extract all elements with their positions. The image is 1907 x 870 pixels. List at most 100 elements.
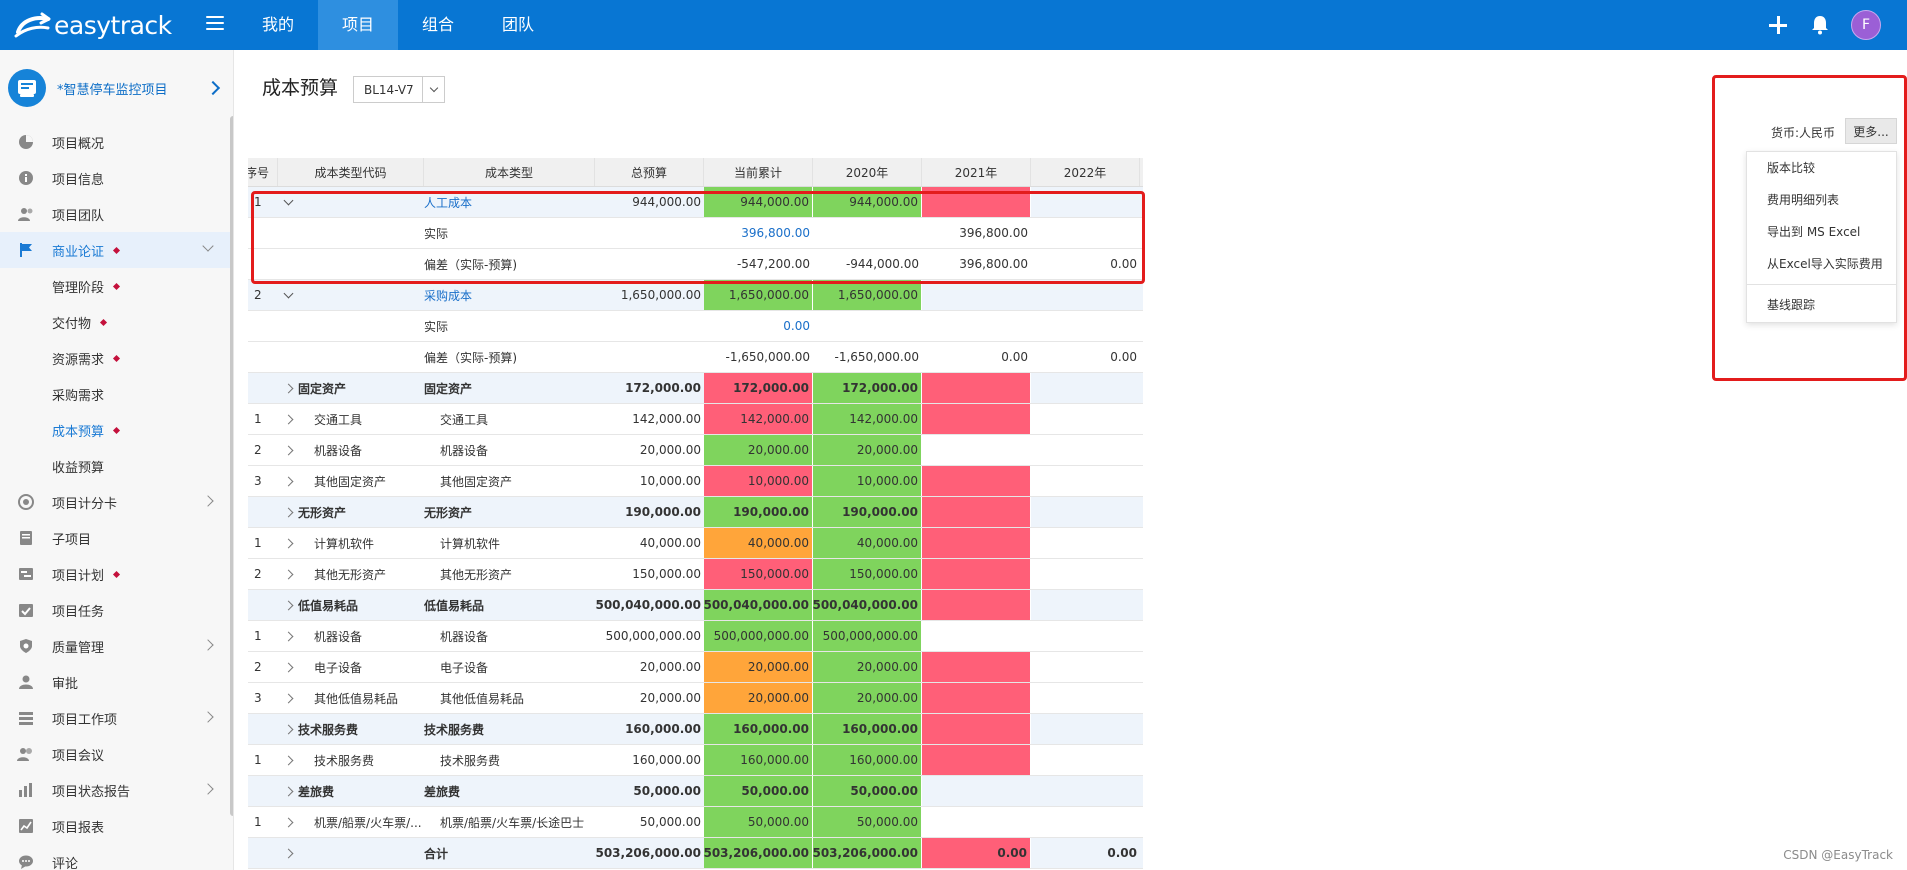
chevron-right-icon[interactable] xyxy=(278,466,298,496)
sidebar-item-1[interactable]: 项目信息 xyxy=(0,160,233,196)
chevron-down-icon[interactable] xyxy=(278,187,298,217)
header-current[interactable]: 当前累计 xyxy=(704,158,813,186)
table-row[interactable]: 3 其他固定资产 其他固定资产 10,000.00 10,000.00 10,000.00 xyxy=(248,466,1143,497)
row-type: 其他低值易耗品 xyxy=(440,691,525,706)
version-select[interactable]: BL14-V7 xyxy=(353,76,445,103)
row-type[interactable]: 采购成本 xyxy=(424,288,473,303)
row-2020: -1,650,000.00 xyxy=(834,350,920,364)
project-selector[interactable]: *智慧停车监控项目 xyxy=(8,68,226,108)
chevron-right-icon[interactable] xyxy=(278,807,298,837)
table-row[interactable]: 合计 503,206,000.00 503,206,000.00 503,206,00… xyxy=(248,838,1143,869)
header-2020[interactable]: 2020年 xyxy=(813,158,922,186)
header-type[interactable]: 成本类型 xyxy=(424,158,595,186)
sidebar-item-15[interactable]: 审批 xyxy=(0,664,233,700)
menu-item-import-actual-cost[interactable]: 从Excel导入实际费用 xyxy=(1767,257,1883,271)
brand[interactable]: easytrack xyxy=(12,8,172,42)
table-row[interactable]: 无形资产 无形资产 190,000.00 190,000.00 190,000.00 xyxy=(248,497,1143,528)
sidebar-item-19[interactable]: 项目报表 xyxy=(0,808,233,844)
chevron-right-icon[interactable] xyxy=(278,683,298,713)
sidebar-item-11[interactable]: 子项目 xyxy=(0,520,233,556)
sidebar-item-12[interactable]: 项目计划 xyxy=(0,556,233,592)
header-2021[interactable]: 2021年 xyxy=(922,158,1031,186)
sidebar-item-5[interactable]: 交付物 xyxy=(0,304,233,340)
menu-item-export-excel[interactable]: 导出到 MS Excel xyxy=(1767,225,1861,239)
sidebar-item-16[interactable]: 项目工作项 xyxy=(0,700,233,736)
table-row[interactable]: 2 其他无形资产 其他无形资产 150,000.00 150,000.00 150,000… xyxy=(248,559,1143,590)
header-total[interactable]: 总预算 xyxy=(595,158,704,186)
chevron-right-icon[interactable] xyxy=(202,495,214,507)
chevron-right-icon[interactable] xyxy=(278,621,298,651)
chevron-right-icon[interactable] xyxy=(278,590,298,620)
chevron-right-icon[interactable] xyxy=(278,838,298,868)
row-type: 实际 xyxy=(424,226,449,241)
sidebar-item-20[interactable]: 评论 xyxy=(0,844,233,870)
table-row[interactable]: 实际 0.00 xyxy=(248,311,1143,342)
chevron-right-icon[interactable] xyxy=(278,714,298,744)
chevron-right-icon[interactable] xyxy=(278,745,298,775)
table-row[interactable]: 1 计算机软件 计算机软件 40,000.00 40,000.00 40,000.00 xyxy=(248,528,1143,559)
chevron-right-icon[interactable] xyxy=(278,528,298,558)
sidebar-item-10[interactable]: 项目计分卡 xyxy=(0,484,233,520)
row-type[interactable]: 人工成本 xyxy=(424,195,473,210)
table-row[interactable]: 1 人工成本 944,000.00 944,000.00 944,000.00 xyxy=(248,187,1143,218)
table-row[interactable]: 2 电子设备 电子设备 20,000.00 20,000.00 20,000.00 xyxy=(248,652,1143,683)
sidebar-item-18[interactable]: 项目状态报告 xyxy=(0,772,233,808)
sidebar-item-8[interactable]: 成本预算 xyxy=(0,412,233,448)
sidebar-item-13[interactable]: 项目任务 xyxy=(0,592,233,628)
chevron-right-icon[interactable] xyxy=(202,711,214,723)
sidebar-item-3[interactable]: 商业论证 xyxy=(0,232,233,268)
user-avatar[interactable]: F xyxy=(1851,10,1881,40)
info-icon xyxy=(17,169,35,187)
sidebar-scrollbar[interactable] xyxy=(230,116,233,816)
table-row[interactable]: 1 技术服务费 技术服务费 160,000.00 160,000.00 160,000.0… xyxy=(248,745,1143,776)
chevron-right-icon[interactable] xyxy=(278,497,298,527)
table-row[interactable]: 低值易耗品 低值易耗品 500,040,000.00 500,040,000.00 50… xyxy=(248,590,1143,621)
menu-item-cost-detail-list[interactable]: 费用明细列表 xyxy=(1767,193,1840,207)
chevron-right-icon[interactable] xyxy=(202,783,214,795)
sidebar-item-17[interactable]: 项目会议 xyxy=(0,736,233,772)
sidebar-item-0[interactable]: 项目概况 xyxy=(0,124,233,160)
table-row[interactable]: 1 机票/船票/火车票/... 机票/船票/火车票/长途巴士 50,000.00 50,… xyxy=(248,807,1143,838)
table-row[interactable]: 2 机器设备 机器设备 20,000.00 20,000.00 20,000.00 xyxy=(248,435,1143,466)
sidebar-item-7[interactable]: 采购需求 xyxy=(0,376,233,412)
row-total: 500,000,000.00 xyxy=(605,629,701,643)
menu-item-baseline-tracking[interactable]: 基线跟踪 xyxy=(1767,298,1816,312)
table-row[interactable]: 偏差（实际-预算) -547,200.00 -944,000.00 396,800.0… xyxy=(248,249,1143,280)
chevron-right-icon[interactable] xyxy=(278,776,298,806)
table-row[interactable]: 差旅费 差旅费 50,000.00 50,000.00 50,000.00 xyxy=(248,776,1143,807)
header-code[interactable]: 成本类型代码 xyxy=(278,158,424,186)
sidebar-item-2[interactable]: 项目团队 xyxy=(0,196,233,232)
table-row[interactable]: 3 其他低值易耗品 其他低值易耗品 20,000.00 20,000.00 20,000.… xyxy=(248,683,1143,714)
table-row[interactable]: 偏差（实际-预算) -1,650,000.00 -1,650,000.00 0.00 0… xyxy=(248,342,1143,373)
chevron-right-icon[interactable] xyxy=(278,652,298,682)
top-nav-projects[interactable]: 项目 xyxy=(318,0,399,50)
sidebar-item-9[interactable]: 收益预算 xyxy=(0,448,233,484)
more-button[interactable]: 更多... xyxy=(1845,118,1897,144)
top-nav-team[interactable]: 团队 xyxy=(502,15,535,34)
table-row[interactable]: 技术服务费 技术服务费 160,000.00 160,000.00 160,000.00 xyxy=(248,714,1143,745)
chevron-right-icon[interactable] xyxy=(278,373,298,403)
menu-toggle-icon[interactable] xyxy=(206,16,224,34)
sidebar-item-14[interactable]: 质量管理 xyxy=(0,628,233,664)
menu-item-version-compare[interactable]: 版本比较 xyxy=(1767,161,1816,175)
chevron-right-icon[interactable] xyxy=(278,559,298,589)
table-row[interactable]: 2 采购成本 1,650,000.00 1,650,000.00 1,650,000.0… xyxy=(248,280,1143,311)
add-icon[interactable] xyxy=(1767,14,1789,36)
chevron-right-icon[interactable] xyxy=(278,435,298,465)
top-nav-mine[interactable]: 我的 xyxy=(262,15,295,34)
table-row[interactable]: 1 交通工具 交通工具 142,000.00 142,000.00 142,000.00 xyxy=(248,404,1143,435)
bell-icon[interactable] xyxy=(1809,14,1831,36)
chevron-right-icon xyxy=(205,80,221,96)
chevron-down-icon[interactable] xyxy=(202,240,214,252)
chevron-down-icon[interactable] xyxy=(278,280,298,310)
sidebar-item-6[interactable]: 资源需求 xyxy=(0,340,233,376)
chevron-right-icon[interactable] xyxy=(202,639,214,651)
table-row[interactable]: 1 机器设备 机器设备 500,000,000.00 500,000,000.00 500… xyxy=(248,621,1143,652)
table-row[interactable]: 固定资产 固定资产 172,000.00 172,000.00 172,000.00 xyxy=(248,373,1143,404)
header-2022[interactable]: 2022年 xyxy=(1031,158,1140,186)
chevron-right-icon[interactable] xyxy=(278,404,298,434)
sidebar-item-label: 质量管理 xyxy=(52,640,105,656)
table-row[interactable]: 实际 396,800.00 396,800.00 xyxy=(248,218,1143,249)
sidebar-item-4[interactable]: 管理阶段 xyxy=(0,268,233,304)
top-nav-portfolio[interactable]: 组合 xyxy=(422,15,455,34)
